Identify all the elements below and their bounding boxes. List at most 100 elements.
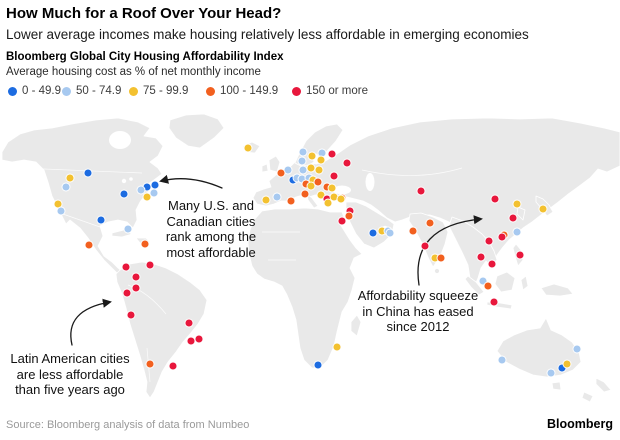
city-dot <box>483 281 493 291</box>
legend-item: 100 - 149.9 <box>206 85 278 97</box>
city-dot <box>126 310 136 320</box>
city-dot <box>512 227 522 237</box>
city-dot <box>150 180 160 190</box>
city-dot <box>307 151 317 161</box>
city-dot <box>497 355 507 365</box>
city-dot <box>84 240 94 250</box>
city-dot <box>313 360 323 370</box>
annotation-latin-america: Latin American cities are less affordabl… <box>10 351 130 397</box>
page-title: How Much for a Roof Over Your Head? <box>6 5 282 22</box>
city-dot <box>515 250 525 260</box>
city-dot <box>342 158 352 168</box>
index-subtitle: Average housing cost as % of net monthly… <box>6 66 261 78</box>
city-dot <box>436 253 446 263</box>
city-dot <box>416 186 426 196</box>
landmass-arabia <box>345 201 395 249</box>
city-dot <box>261 195 271 205</box>
city-dot <box>272 192 282 202</box>
legend-dot-icon <box>62 86 71 96</box>
annotation-china: Affordability squeeze in China has eased… <box>357 288 479 334</box>
annotation-us-canada: Many U.S. and Canadian cities rank among… <box>165 198 257 260</box>
landmass-south-america <box>115 261 208 399</box>
city-dot <box>420 241 430 251</box>
city-dot <box>562 359 572 369</box>
index-title: Bloomberg Global City Housing Affordabil… <box>6 51 284 63</box>
map-area <box>0 110 620 410</box>
city-dot <box>168 361 178 371</box>
legend-dot-icon <box>129 86 138 96</box>
city-dot <box>61 182 71 192</box>
landmass-madagascar <box>350 314 362 337</box>
city-dot <box>65 173 75 183</box>
city-dot <box>313 177 323 187</box>
legend-label: 150 or more <box>306 85 369 97</box>
landmass-north-america <box>1 117 164 276</box>
source-note: Source: Bloomberg analysis of data from … <box>6 419 250 431</box>
page-subtitle: Lower average incomes make housing relat… <box>6 27 529 42</box>
city-dot <box>300 189 310 199</box>
legend-item: 150 or more <box>292 85 368 97</box>
city-dot <box>332 342 342 352</box>
city-dot <box>497 232 507 242</box>
landmass-southeast-asia <box>448 216 498 288</box>
city-dot <box>368 228 378 238</box>
city-dot <box>123 224 133 234</box>
legend: 0 - 49.9 50 - 74.9 75 - 99.9 100 - 149.9 150… <box>0 85 620 101</box>
city-dot <box>489 297 499 307</box>
arrow-latin-america <box>70 298 112 346</box>
city-dot <box>119 189 129 199</box>
city-dot <box>56 206 66 216</box>
city-dots-layer <box>53 143 582 378</box>
landmass-new-zealand <box>595 377 612 393</box>
city-dot <box>286 196 296 206</box>
city-dot <box>344 211 354 221</box>
city-dot <box>298 165 308 175</box>
city-dot <box>96 215 106 225</box>
arrow-us-canada <box>159 174 223 189</box>
arrow-china <box>417 215 483 286</box>
world-map-chart <box>1 113 620 403</box>
city-dot <box>337 216 347 226</box>
city-dot <box>276 168 286 178</box>
city-dot <box>425 218 435 228</box>
legend-item: 75 - 99.9 <box>129 85 188 97</box>
legend-label: 75 - 99.9 <box>143 85 189 97</box>
city-dot <box>572 344 582 354</box>
city-dot <box>131 272 141 282</box>
city-dot <box>484 236 494 246</box>
city-dot <box>306 163 316 173</box>
city-dot <box>145 359 155 369</box>
city-dot <box>487 259 497 269</box>
legend-label: 0 - 49.9 <box>22 85 61 97</box>
city-dot <box>538 204 548 214</box>
legend-dot-icon <box>292 86 301 96</box>
city-dot <box>508 213 518 223</box>
city-dot <box>145 260 155 270</box>
country-borders <box>2 166 463 383</box>
city-dot <box>298 147 308 157</box>
legend-dot-icon <box>206 86 215 96</box>
city-dot <box>546 368 556 378</box>
city-dot <box>131 283 141 293</box>
city-dot <box>316 190 326 200</box>
city-dot <box>314 165 324 175</box>
annotation-arrows <box>70 174 483 346</box>
legend-dot-icon <box>8 86 17 96</box>
city-dot <box>327 149 337 159</box>
city-dot <box>149 188 159 198</box>
city-dot <box>243 143 253 153</box>
city-dot <box>297 156 307 166</box>
city-dot <box>336 194 346 204</box>
city-dot <box>186 336 196 346</box>
bloomberg-logo: Bloomberg <box>547 417 613 431</box>
city-dot <box>329 171 339 181</box>
city-dot <box>83 168 93 178</box>
city-dot <box>184 318 194 328</box>
legend-item: 50 - 74.9 <box>62 85 121 97</box>
city-dot <box>512 199 522 209</box>
landmasses <box>1 113 620 403</box>
legend-item: 0 - 49.9 <box>8 85 61 97</box>
landmass-greenland <box>168 113 225 149</box>
city-dot <box>490 194 500 204</box>
city-dot <box>121 262 131 272</box>
